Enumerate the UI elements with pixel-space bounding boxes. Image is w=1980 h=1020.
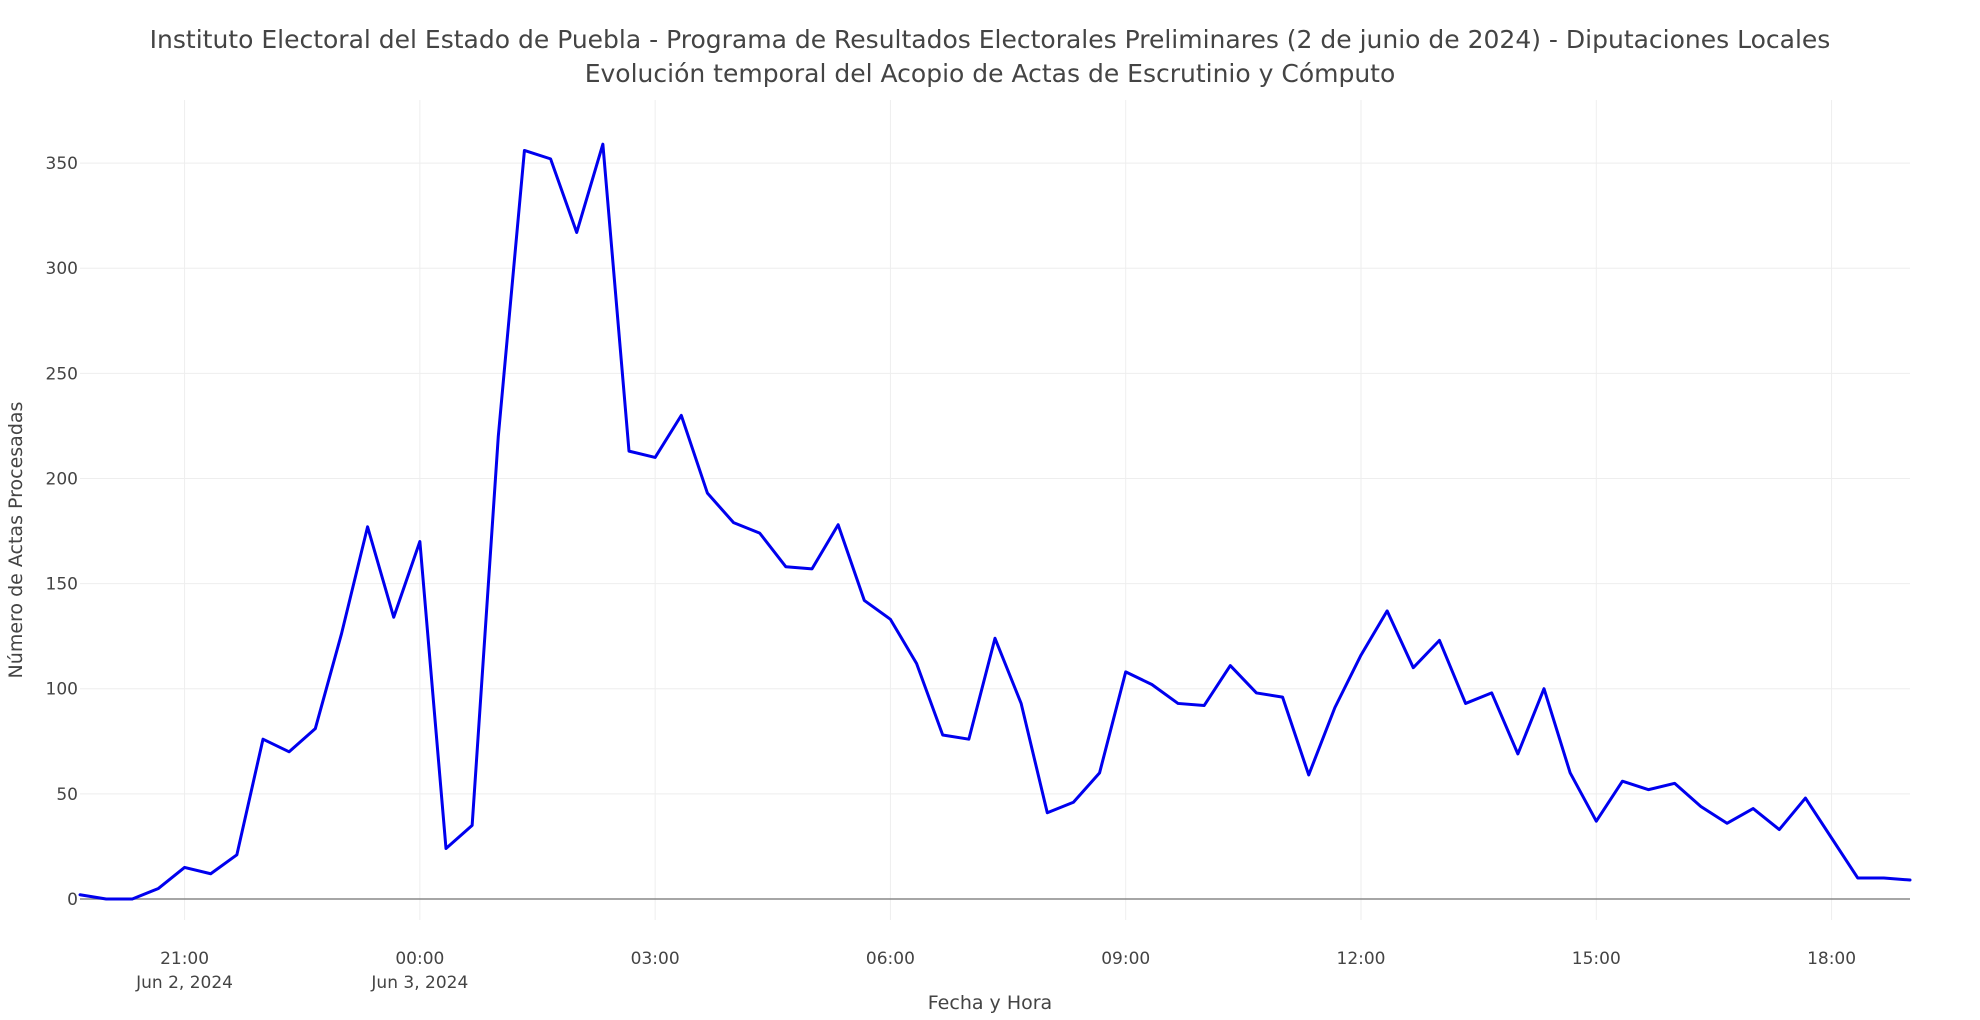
x-tick-label: 06:00 [866,949,915,969]
y-tick-label: 300 [46,259,78,279]
y-tick-label: 150 [46,575,78,595]
x-tick-label: 15:00 [1572,949,1621,969]
y-tick-label: 50 [56,785,78,805]
y-tick-label: 350 [46,154,78,174]
y-axis-label: Número de Actas Procesadas [5,402,27,679]
series-line [78,142,1912,901]
y-tick-label: 100 [46,680,78,700]
x-tick-label: 09:00 [1101,949,1150,969]
chart-title: Instituto Electoral del Estado de Puebla… [150,25,1831,54]
chart-subtitle: Evolución temporal del Acopio de Actas d… [585,59,1396,88]
x-tick-label: 18:00 [1807,949,1856,969]
series-layer [78,142,1912,901]
y-tick-label: 0 [67,890,78,910]
x-tick-label: 00:00 [395,949,444,969]
grid [80,100,1910,920]
x-axis-label: Fecha y Hora [928,992,1052,1014]
x-tick-label: 03:00 [631,949,680,969]
x-tick-label: 12:00 [1337,949,1386,969]
x-tick-label: 21:00 [160,949,209,969]
x-tick-sublabel: Jun 3, 2024 [370,973,468,993]
axes: 21:00 Jun 2, 2024 00:00 Jun 3, 2024 03:00 06:… [46,154,1857,993]
y-tick-label: 200 [46,469,78,489]
y-tick-label: 250 [46,364,78,384]
x-tick-sublabel: Jun 2, 2024 [135,973,233,993]
